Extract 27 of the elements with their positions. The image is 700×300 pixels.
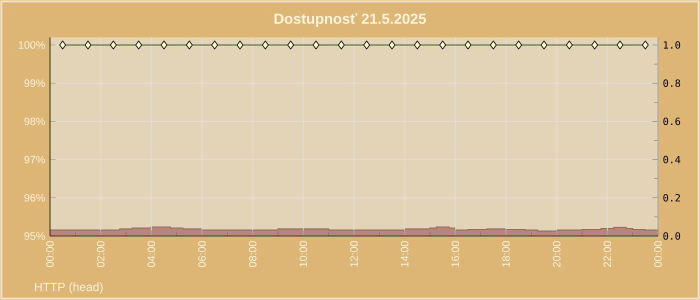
x-tick-label: 00:00 — [654, 241, 662, 267]
y2-tick-label: 0.4 — [663, 156, 680, 164]
x-tick-label: 04:00 — [148, 241, 156, 267]
x-tick-label: 00:00 — [46, 241, 54, 267]
y-tick-label: 96% — [24, 194, 45, 202]
x-tick-label: 16:00 — [452, 241, 460, 267]
x-tick-label: 02:00 — [96, 241, 104, 267]
x-tick-label: 18:00 — [502, 241, 510, 267]
y-tick-label: 95% — [24, 232, 45, 240]
x-tick-label: 14:00 — [400, 241, 408, 267]
y2-tick-label: 0.8 — [663, 79, 680, 87]
y2-tick-label: 1.0 — [664, 41, 680, 49]
text: HTTP (head) — [35, 282, 103, 294]
y2-tick-label: 0.6 — [663, 118, 680, 126]
x-tick-label: 22:00 — [604, 241, 612, 267]
y-tick-label: 99% — [24, 79, 45, 87]
x-tick-label: 12:00 — [350, 241, 358, 267]
y-tick-label: 98% — [24, 118, 45, 126]
x-tick-label: 06:00 — [198, 241, 206, 267]
y2-tick-label: 0.0 — [663, 232, 680, 240]
y-tick-label: 100% — [18, 41, 45, 49]
x-tick-label: 08:00 — [248, 241, 256, 267]
x-tick-label: 20:00 — [552, 241, 560, 267]
y2-tick-label: 0.2 — [663, 194, 680, 202]
y-tick-label: 97% — [24, 156, 45, 164]
chart-title: Dostupnosť 21.5.2025 — [274, 13, 426, 27]
x-tick-label: 10:00 — [300, 241, 308, 267]
